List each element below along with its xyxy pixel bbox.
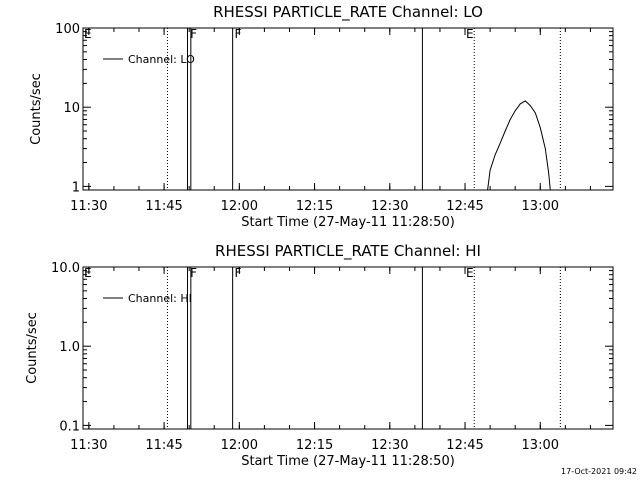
- generation-timestamp: 17-Oct-2021 09:42: [561, 467, 637, 476]
- panel-1-series-line: [487, 100, 551, 191]
- panel-2-x-tick-label: 12:15: [296, 438, 333, 453]
- panel-2-x-tick-label: 11:30: [70, 438, 107, 453]
- panel-2-flag-label: E: [84, 266, 92, 280]
- panel-1-legend-label: Channel: LO: [128, 53, 195, 66]
- panel-1-x-axis-label: Start Time (27-May-11 11:28:50): [241, 215, 455, 230]
- panel-2-flag-label: E: [466, 266, 474, 280]
- panel-1-y-tick-label: 100: [55, 22, 80, 37]
- panel-1-x-tick-label: 12:00: [221, 199, 258, 214]
- panel-1-x-tick-label: 12:30: [371, 199, 408, 214]
- panel-1-y-tick-label: 10: [63, 101, 80, 116]
- panel-2-x-tick-label: 13:00: [522, 438, 559, 453]
- panel-1-flag-label: E: [84, 27, 92, 41]
- panel-1-x-tick-label: 11:45: [145, 199, 182, 214]
- panel-1-title: RHESSI PARTICLE_RATE Channel: LO: [213, 3, 483, 22]
- panel-1-y-tick-label: 1: [72, 180, 80, 195]
- panel-1-plot-frame: [82, 27, 614, 191]
- panel-1-x-tick-label: 13:00: [522, 199, 559, 214]
- panel-2-y-tick-label: 0.1: [59, 419, 80, 434]
- panel-2-x-tick-label: 12:00: [221, 438, 258, 453]
- panel-2-x-axis-label: Start Time (27-May-11 11:28:50): [241, 454, 455, 469]
- panel-1-flag-label: F: [190, 27, 197, 41]
- panel-2-flag-label: F: [234, 266, 241, 280]
- panel-1-flag-label: F: [234, 27, 241, 41]
- panel-2-legend-label: Channel: HI: [128, 292, 192, 305]
- panel-2-title: RHESSI PARTICLE_RATE Channel: HI: [215, 242, 481, 261]
- panel-2-y-tick-label: 1.0: [59, 340, 80, 355]
- panel-2-plot-frame: [82, 266, 614, 430]
- panel-2-x-tick-label: 12:45: [446, 438, 483, 453]
- panel-2-y-tick-label: 10.0: [51, 261, 80, 276]
- panel-2-y-axis-label: Counts/sec: [25, 312, 40, 384]
- panel-1-flag-label: E: [466, 27, 474, 41]
- panel-1-y-axis-label: Counts/sec: [29, 73, 44, 145]
- panel-2-flag-label: F: [190, 266, 197, 280]
- panel-1-x-tick-label: 12:15: [296, 199, 333, 214]
- panel-1-x-tick-label: 12:45: [446, 199, 483, 214]
- panel-1-x-tick-label: 11:30: [70, 199, 107, 214]
- panel-2-x-tick-label: 12:30: [371, 438, 408, 453]
- panel-2-x-tick-label: 11:45: [145, 438, 182, 453]
